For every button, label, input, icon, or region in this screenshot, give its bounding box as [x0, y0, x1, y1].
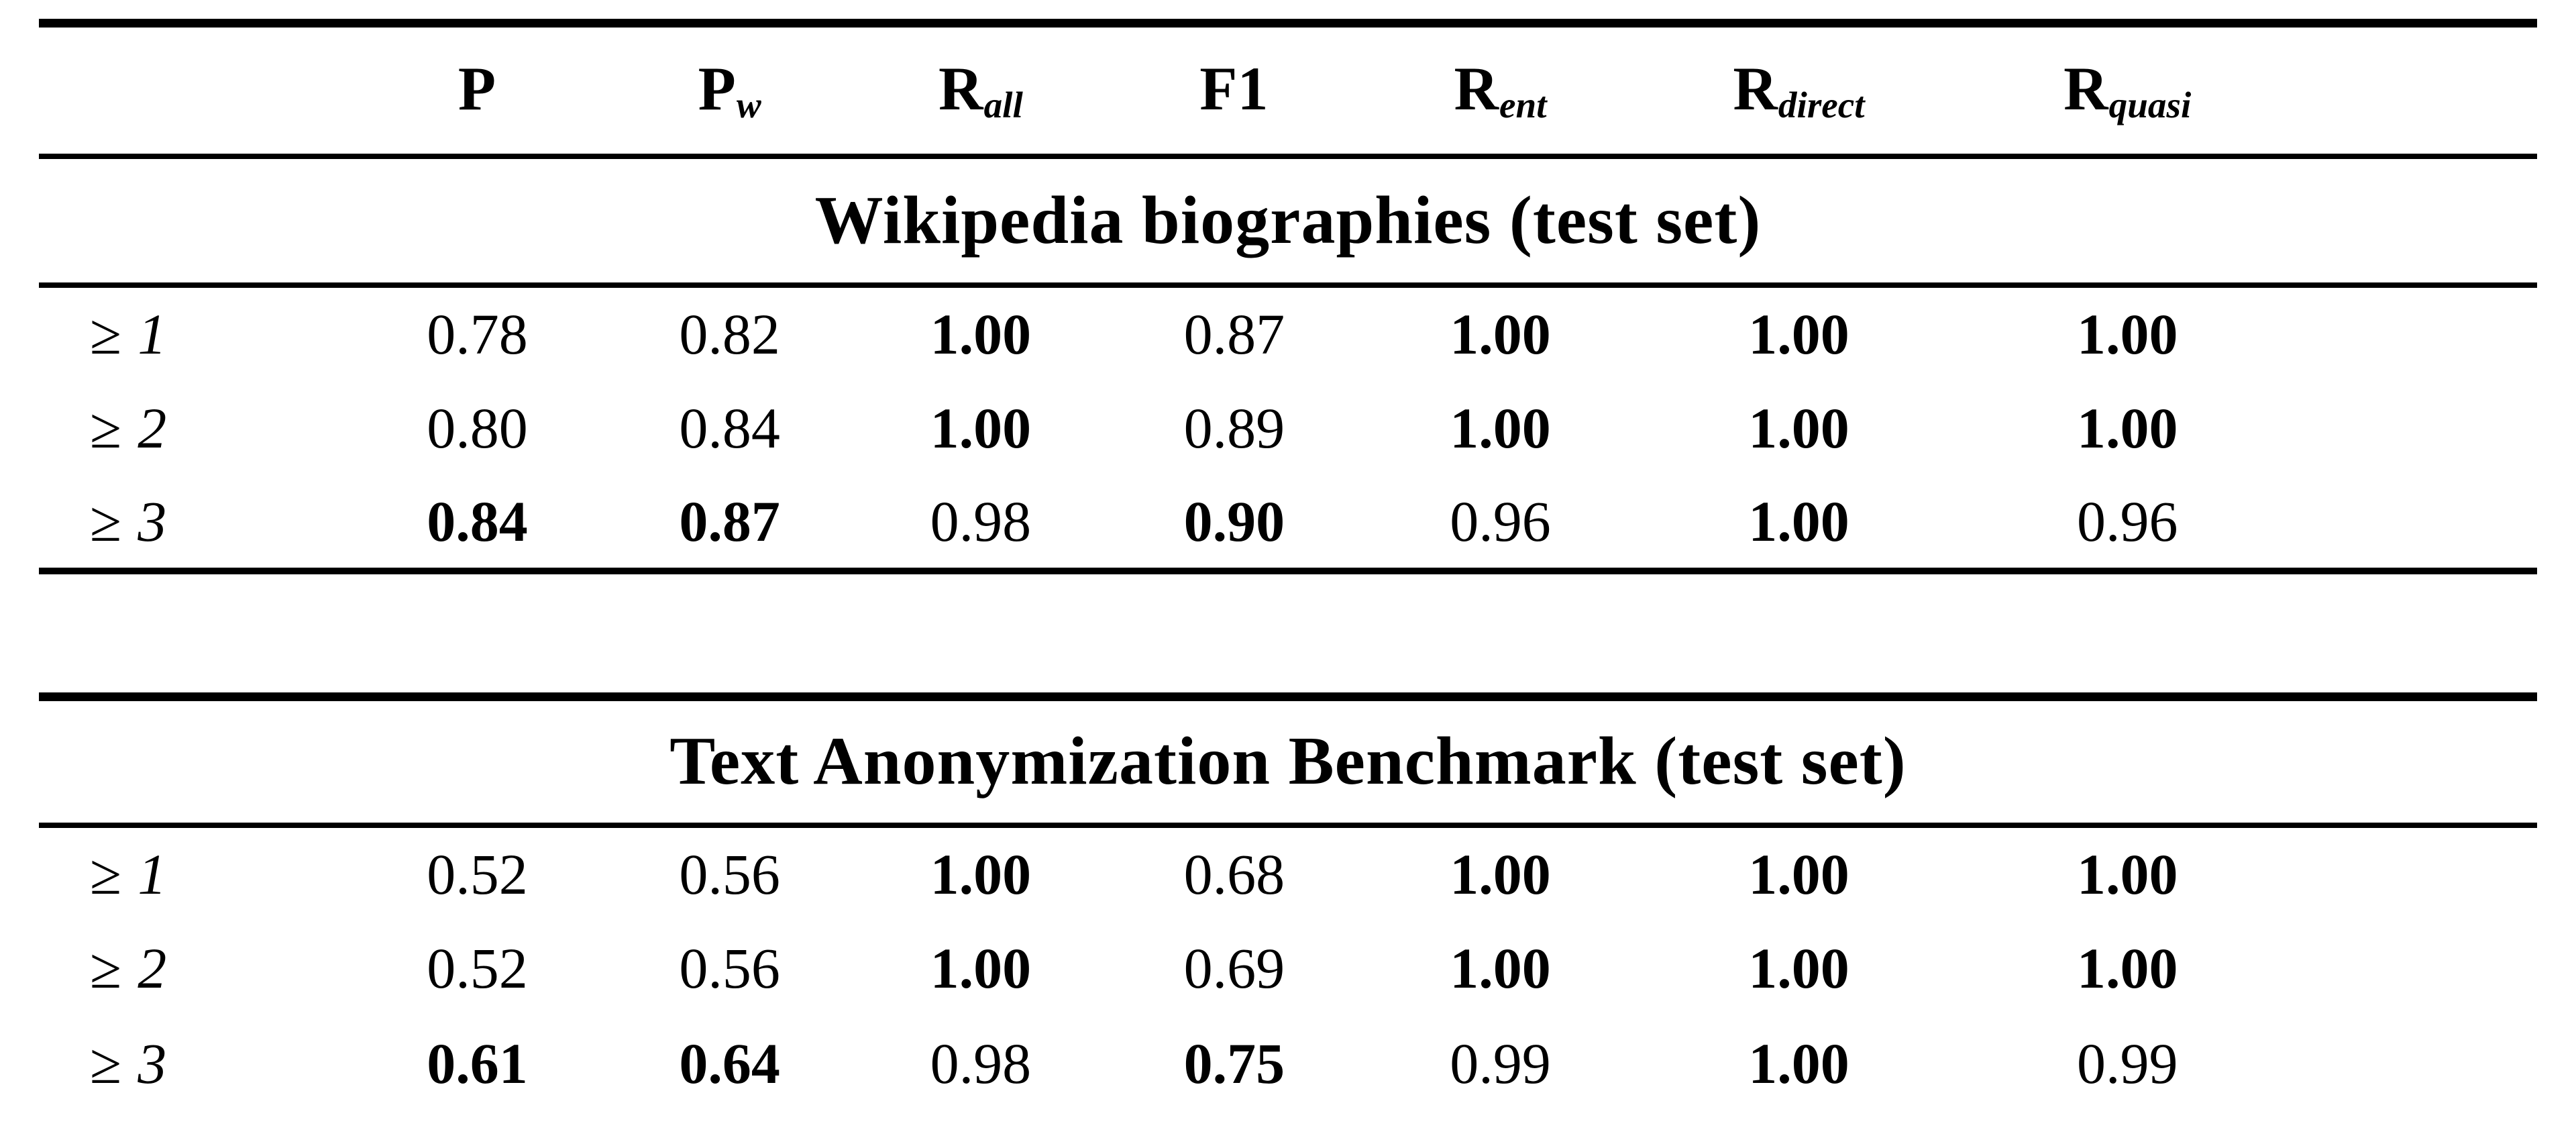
metric-cell: 1.00 — [1450, 301, 1551, 366]
metric-cell: 0.98 — [930, 489, 1032, 554]
metric-cell: 0.99 — [1450, 1031, 1551, 1096]
metric-cell: 1.00 — [2076, 936, 2178, 1000]
spacer-cell — [2297, 825, 2537, 921]
corner-cell — [39, 23, 349, 156]
metric-cell: 1.00 — [2076, 842, 2178, 906]
column-header-precision: P — [458, 54, 496, 123]
metric-cell: 0.56 — [679, 936, 780, 1000]
metric-cell: 1.00 — [2076, 301, 2178, 366]
metric-cell: 0.82 — [679, 301, 780, 366]
metric-cell: 1.00 — [1748, 842, 1849, 906]
row-threshold-label: ≥2 — [90, 936, 167, 1000]
metric-cell: 1.00 — [1748, 301, 1849, 366]
table-text-anonymization-benchmark: Text Anonymization Benchmark (test set) … — [39, 692, 2537, 1112]
metric-cell: 0.75 — [1183, 1031, 1285, 1096]
metric-cell: 0.87 — [679, 489, 780, 554]
row-threshold-label: ≥3 — [90, 1031, 167, 1096]
row-threshold-label: ≥3 — [90, 489, 167, 554]
geq-symbol: ≥ — [90, 1031, 122, 1096]
metric-cell: 0.96 — [1450, 489, 1551, 554]
metric-cell: 0.99 — [2076, 1031, 2178, 1096]
metric-cell: 1.00 — [1450, 842, 1551, 906]
row-threshold-label: ≥1 — [90, 301, 167, 366]
row-threshold-label: ≥2 — [90, 395, 167, 460]
metric-cell: 1.00 — [930, 301, 1032, 366]
geq-symbol: ≥ — [90, 395, 122, 460]
metric-cell: 0.90 — [1183, 489, 1285, 554]
spacer-cell — [2297, 1016, 2537, 1111]
metric-cell: 0.52 — [427, 842, 528, 906]
metric-cell: 0.98 — [930, 1031, 1032, 1096]
metric-cell: 1.00 — [930, 842, 1032, 906]
table-row: ≥1 0.52 0.56 1.00 0.68 1.00 1.00 1.00 — [39, 825, 2537, 921]
metric-cell: 1.00 — [1748, 936, 1849, 1000]
metric-cell: 0.84 — [679, 395, 780, 460]
metric-cell: 1.00 — [930, 395, 1032, 460]
column-header-f1: F1 — [1199, 54, 1269, 123]
metric-cell: 1.00 — [2076, 395, 2178, 460]
spacer-cell — [2297, 921, 2537, 1016]
column-header-recall-quasi: Rquasi — [2063, 54, 2192, 125]
row-threshold-label: ≥1 — [90, 842, 167, 906]
metric-cell: 1.00 — [1748, 489, 1849, 554]
metric-cell: 0.80 — [427, 395, 528, 460]
column-header-recall-all: Rall — [938, 54, 1023, 125]
metric-cell: 1.00 — [1450, 395, 1551, 460]
metric-cell: 0.56 — [679, 842, 780, 906]
column-header-recall-direct: Rdirect — [1733, 54, 1865, 125]
table-row: ≥3 0.84 0.87 0.98 0.90 0.96 1.00 0.96 — [39, 476, 2537, 571]
metric-cell: 0.84 — [427, 489, 528, 554]
table-row: ≥2 0.52 0.56 1.00 0.69 1.00 1.00 1.00 — [39, 921, 2537, 1016]
geq-symbol: ≥ — [90, 301, 122, 366]
geq-symbol: ≥ — [90, 936, 122, 1000]
table-wikipedia-biographies: P Pw Rall F1 Rent Rdirect Rquasi Wikiped… — [39, 19, 2537, 574]
section-title: Text Anonymization Benchmark (test set) — [669, 723, 1907, 800]
table-row: ≥1 0.78 0.82 1.00 0.87 1.00 1.00 1.00 — [39, 285, 2537, 380]
metric-cell: 0.96 — [2076, 489, 2178, 554]
column-header-row: P Pw Rall F1 Rent Rdirect Rquasi — [39, 23, 2537, 156]
metric-cell: 1.00 — [1748, 1031, 1849, 1096]
column-header-recall-ent: Rent — [1454, 54, 1547, 125]
table-row: ≥2 0.80 0.84 1.00 0.89 1.00 1.00 1.00 — [39, 380, 2537, 476]
table-row: ≥3 0.61 0.64 0.98 0.75 0.99 1.00 0.99 — [39, 1016, 2537, 1111]
spacer-cell — [2297, 23, 2537, 156]
metric-cell: 1.00 — [1748, 395, 1849, 460]
column-header-precision-weighted: Pw — [698, 54, 761, 125]
metric-cell: 0.69 — [1183, 936, 1285, 1000]
spacer-cell — [2297, 476, 2537, 571]
geq-symbol: ≥ — [90, 842, 122, 906]
geq-symbol: ≥ — [90, 489, 122, 554]
metric-cell: 0.61 — [427, 1031, 528, 1096]
metric-cell: 1.00 — [1450, 936, 1551, 1000]
metric-cell: 0.52 — [427, 936, 528, 1000]
metric-cell: 0.78 — [427, 301, 528, 366]
spacer-cell — [2297, 285, 2537, 380]
metric-cell: 0.64 — [679, 1031, 780, 1096]
metric-cell: 0.89 — [1183, 395, 1285, 460]
metric-cell: 0.68 — [1183, 842, 1285, 906]
section-title-row: Text Anonymization Benchmark (test set) — [39, 696, 2537, 825]
metric-cell: 1.00 — [930, 936, 1032, 1000]
metric-cell: 0.87 — [1183, 301, 1285, 366]
section-title: Wikipedia biographies (test set) — [814, 182, 1762, 258]
section-title-row: Wikipedia biographies (test set) — [39, 156, 2537, 285]
spacer-cell — [2297, 380, 2537, 476]
